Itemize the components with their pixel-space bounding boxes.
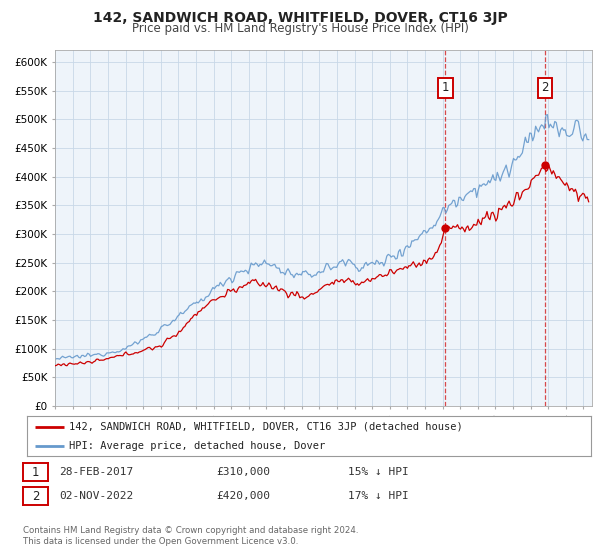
Text: 17% ↓ HPI: 17% ↓ HPI: [348, 491, 409, 501]
Text: Contains HM Land Registry data © Crown copyright and database right 2024.
This d: Contains HM Land Registry data © Crown c…: [23, 526, 358, 546]
Text: HPI: Average price, detached house, Dover: HPI: Average price, detached house, Dove…: [70, 441, 326, 450]
Text: £310,000: £310,000: [216, 467, 270, 477]
Text: 142, SANDWICH ROAD, WHITFIELD, DOVER, CT16 3JP (detached house): 142, SANDWICH ROAD, WHITFIELD, DOVER, CT…: [70, 422, 463, 432]
Text: 02-NOV-2022: 02-NOV-2022: [59, 491, 133, 501]
Text: £420,000: £420,000: [216, 491, 270, 501]
Text: 15% ↓ HPI: 15% ↓ HPI: [348, 467, 409, 477]
Text: 142, SANDWICH ROAD, WHITFIELD, DOVER, CT16 3JP: 142, SANDWICH ROAD, WHITFIELD, DOVER, CT…: [92, 11, 508, 25]
Text: Price paid vs. HM Land Registry's House Price Index (HPI): Price paid vs. HM Land Registry's House …: [131, 22, 469, 35]
Text: 2: 2: [32, 489, 39, 503]
Text: 1: 1: [32, 465, 39, 479]
Text: 2: 2: [542, 81, 549, 94]
Text: 28-FEB-2017: 28-FEB-2017: [59, 467, 133, 477]
Text: 1: 1: [442, 81, 449, 94]
